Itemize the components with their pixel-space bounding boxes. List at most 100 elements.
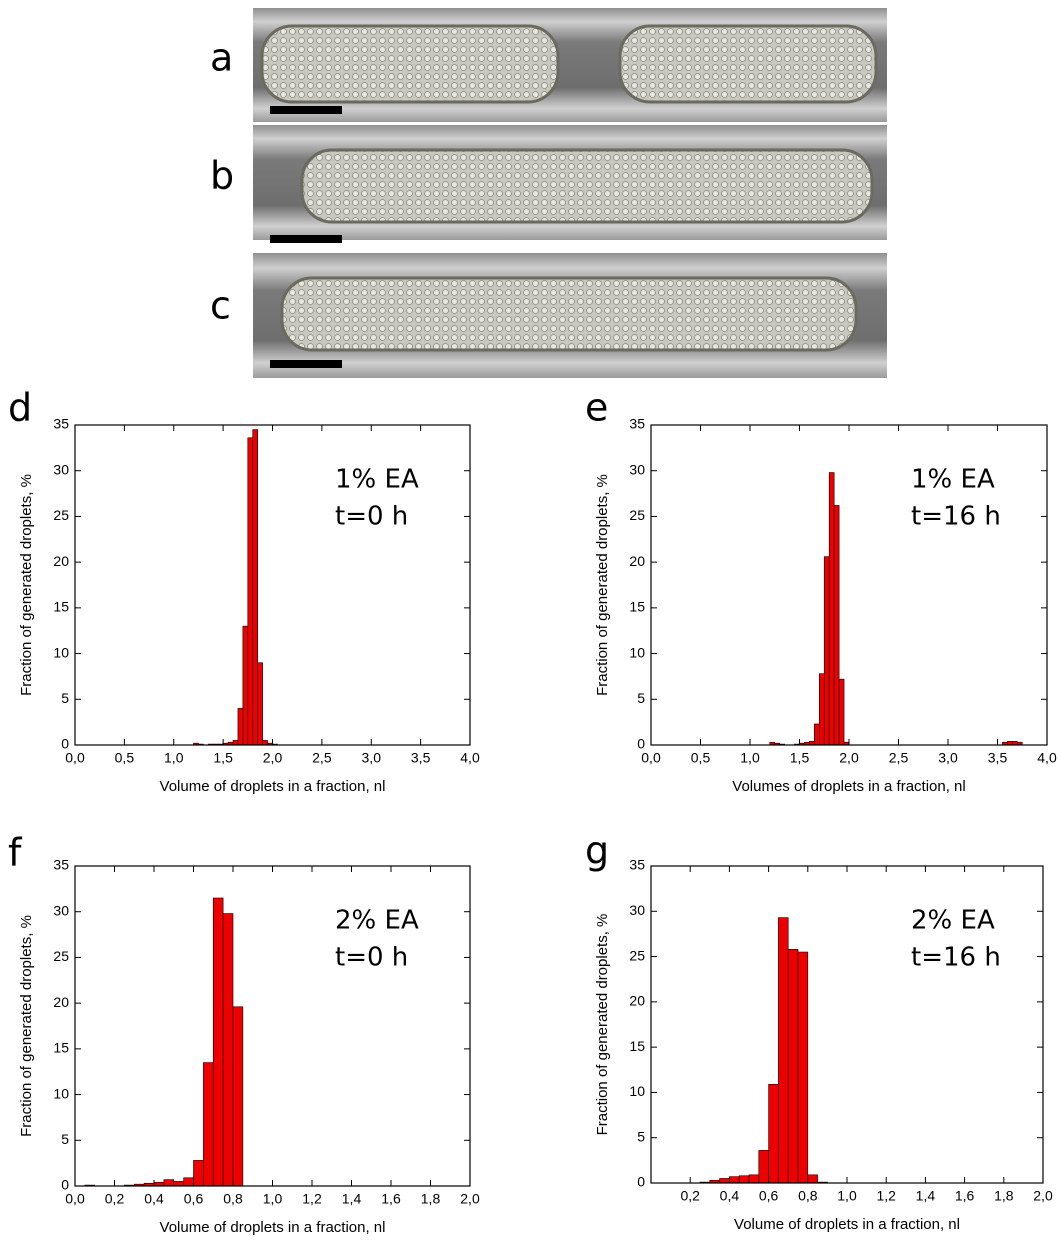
annotation: 2% EA: [911, 906, 995, 936]
annotation: 1% EA: [911, 465, 995, 495]
y-tick-label: 25: [629, 947, 645, 963]
y-tick-label: 0: [61, 736, 69, 752]
bar: [237, 708, 244, 746]
y-tick-label: 15: [629, 1038, 645, 1054]
y-tick-label: 10: [629, 644, 645, 660]
x-tick-label: 1,0: [837, 1188, 857, 1204]
x-tick-label: 3,0: [938, 750, 958, 766]
y-tick-label: 35: [53, 857, 69, 873]
panel-label: d: [8, 386, 32, 430]
y-tick-label: 20: [629, 553, 645, 569]
x-tick-label: 1,0: [263, 1191, 283, 1207]
y-tick-label: 5: [61, 1131, 69, 1147]
bar: [797, 951, 809, 1184]
x-tick-label: 1,5: [790, 750, 810, 766]
y-tick-label: 30: [53, 902, 69, 918]
y-tick-label: 20: [53, 994, 69, 1010]
y-tick-label: 15: [53, 599, 69, 615]
bar: [838, 678, 845, 746]
x-tick-label: 2,5: [889, 750, 909, 766]
annotation: 1% EA: [335, 465, 419, 495]
x-tick-label: 2,0: [460, 1191, 480, 1207]
panel-label: b: [210, 154, 234, 198]
bar: [163, 1179, 175, 1187]
x-tick-label: 1,4: [916, 1188, 936, 1204]
bar: [247, 437, 254, 746]
y-axis-label: Fraction of generated droplets, %: [594, 474, 611, 696]
y-axis-label: Fraction of generated droplets, %: [594, 914, 611, 1136]
panel-label: e: [585, 386, 608, 430]
x-tick-label: 2,0: [1033, 1188, 1053, 1204]
bar: [787, 949, 799, 1184]
bar: [738, 1175, 750, 1184]
micrograph-c: [253, 253, 887, 378]
x-tick-label: 1,2: [876, 1188, 896, 1204]
bar: [193, 1160, 204, 1187]
x-tick-label: 1,8: [421, 1191, 441, 1207]
x-axis-label: Volumes of droplets in a fraction, nl: [732, 778, 965, 795]
x-tick-label: 0,6: [184, 1191, 204, 1207]
x-tick-label: 0,5: [115, 750, 135, 766]
bar: [222, 913, 234, 1187]
y-tick-label: 5: [61, 690, 69, 706]
x-tick-label: 2,0: [839, 750, 859, 766]
bar: [203, 1062, 214, 1187]
y-tick-label: 0: [637, 736, 645, 752]
bar: [719, 1178, 730, 1184]
x-tick-label: 0,0: [65, 1191, 85, 1207]
y-tick-label: 0: [637, 1174, 645, 1190]
annotation: t=16 h: [911, 502, 1001, 532]
y-tick-label: 30: [629, 461, 645, 477]
y-tick-label: 30: [53, 461, 69, 477]
annotation: t=0 h: [335, 943, 408, 973]
bar: [833, 505, 840, 746]
x-tick-label: 1,6: [381, 1191, 401, 1207]
y-tick-label: 10: [53, 644, 69, 660]
x-axis-label: Volume of droplets in a fraction, nl: [160, 778, 386, 795]
x-tick-label: 2,0: [263, 750, 283, 766]
x-tick-label: 0,5: [691, 750, 711, 766]
y-tick-label: 35: [629, 416, 645, 432]
annotation: t=0 h: [335, 502, 408, 532]
y-tick-label: 5: [637, 1128, 645, 1144]
bar: [807, 1174, 818, 1184]
x-tick-label: 1,0: [740, 750, 760, 766]
bar: [242, 625, 249, 746]
x-tick-label: 0,2: [680, 1188, 700, 1204]
y-tick-label: 35: [629, 857, 645, 873]
annotation: 2% EA: [335, 906, 419, 936]
bar: [252, 429, 258, 746]
annotation: t=16 h: [911, 943, 1001, 973]
y-tick-label: 25: [53, 948, 69, 964]
y-tick-label: 0: [61, 1177, 69, 1193]
x-tick-label: 0,6: [759, 1188, 779, 1204]
x-axis-label: Volume of droplets in a fraction, nl: [734, 1216, 960, 1233]
x-tick-label: 1,4: [342, 1191, 362, 1207]
bar: [818, 673, 825, 746]
x-tick-label: 0,2: [105, 1191, 125, 1207]
y-tick-label: 10: [629, 1083, 645, 1099]
x-tick-label: 1,6: [955, 1188, 975, 1204]
x-tick-label: 3,0: [362, 750, 382, 766]
bar: [758, 1150, 769, 1184]
bar: [212, 897, 224, 1187]
x-tick-label: 0,0: [65, 750, 85, 766]
bar: [828, 472, 835, 746]
bar: [262, 740, 268, 746]
bar: [823, 556, 830, 746]
y-axis-label: Fraction of generated droplets, %: [18, 474, 35, 696]
x-axis-label: Volume of droplets in a fraction, nl: [160, 1219, 386, 1236]
bar: [232, 740, 239, 746]
bar: [232, 1006, 244, 1187]
x-tick-label: 4,0: [1037, 750, 1057, 766]
panel-label: a: [210, 36, 233, 80]
x-tick-label: 4,0: [460, 750, 480, 766]
bar: [183, 1177, 194, 1187]
bar: [729, 1176, 740, 1184]
panel-label: f: [8, 831, 23, 875]
y-tick-label: 15: [629, 599, 645, 615]
x-tick-label: 3,5: [988, 750, 1008, 766]
x-tick-label: 1,8: [994, 1188, 1014, 1204]
y-tick-label: 20: [53, 553, 69, 569]
bar: [173, 1181, 184, 1187]
